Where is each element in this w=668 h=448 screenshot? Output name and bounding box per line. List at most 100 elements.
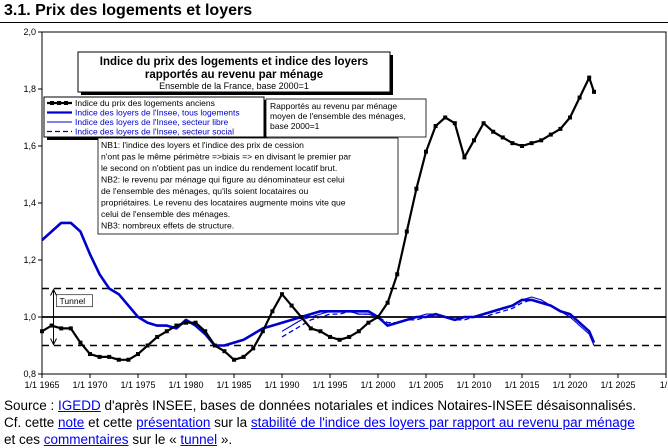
source-description: d'après INSEE, bases de données notarial…	[100, 398, 637, 413]
legend-marker	[64, 101, 68, 105]
comments-link[interactable]: commentaires	[43, 432, 129, 447]
series-point	[270, 309, 275, 314]
chart-title: Indice du prix des logements et indice d…	[100, 56, 368, 68]
source-text-5: et ces	[4, 432, 44, 447]
series-point	[97, 354, 102, 359]
y-tick-label: 0,8	[23, 369, 36, 379]
source-text-7: ».	[217, 432, 233, 447]
series-point	[356, 329, 361, 334]
series-point	[529, 141, 534, 146]
series-point	[78, 340, 83, 345]
series-point	[491, 129, 496, 134]
series-point	[318, 329, 323, 334]
series-point	[184, 320, 188, 325]
series-point	[116, 357, 121, 362]
series-point	[212, 343, 217, 348]
legend-label: Indice des loyers de l'Insee, secteur li…	[75, 117, 229, 127]
tunnel-arrowhead-down	[50, 338, 57, 346]
series-point	[251, 346, 256, 351]
presentation-link[interactable]: présentation	[136, 415, 211, 430]
series-point	[203, 329, 208, 334]
series-point	[452, 121, 457, 126]
note-line: propriétaires. Le revenu des locataires …	[101, 198, 346, 208]
y-tick-label: 2,0	[23, 27, 36, 37]
series-point	[404, 229, 409, 234]
title-box	[77, 51, 391, 93]
series-point	[260, 329, 265, 334]
price-rent-chart: 0,8 1,0 1,2 1,4 1,6 1,8 2,0 1/1 1965 1/1 1970 1/1…	[23, 27, 668, 390]
legend-marker	[57, 101, 61, 105]
series-point	[558, 126, 563, 131]
legend-label: Indice des loyers de l'Insee, tous logem…	[75, 108, 240, 118]
chart-subtitle: Ensemble de la France, base 2000=1	[159, 81, 309, 91]
series-point	[136, 352, 140, 357]
series-point	[385, 300, 390, 305]
source-text: Source : IGEDD d'après INSEE, bases de d…	[4, 397, 666, 448]
x-tick-label: 1/1 1995	[312, 380, 347, 390]
x-tick-label: 1/1 1965	[24, 380, 59, 390]
series-point	[174, 323, 179, 328]
series-point	[145, 343, 150, 348]
series-point	[539, 138, 544, 143]
y-tick-label: 1,4	[23, 198, 36, 208]
series-point	[241, 354, 246, 359]
series-line-3	[281, 299, 595, 343]
side-note-line: base 2000=1	[270, 121, 320, 131]
series-point	[88, 352, 92, 357]
series-point	[433, 124, 438, 129]
series-point	[164, 329, 169, 334]
series-point	[577, 95, 582, 100]
x-tick-label: 1/1	[660, 380, 668, 390]
series-point	[424, 149, 428, 154]
series-point	[510, 141, 515, 146]
y-tick-label: 1,0	[23, 312, 36, 322]
chart-title: rapportés au revenu par ménage	[145, 69, 323, 81]
x-tick-label: 1/1 1990	[264, 380, 299, 390]
series-point	[40, 329, 44, 334]
series-point	[289, 303, 294, 308]
source-text-2: Cf. cette	[4, 415, 59, 430]
igedd-link[interactable]: IGEDD	[58, 398, 101, 413]
source-prefix: Source :	[4, 398, 59, 413]
note-link[interactable]: note	[58, 415, 85, 430]
series-point	[443, 115, 448, 120]
note-line: celui de l'ensemble des ménages.	[101, 209, 230, 219]
series-point	[481, 121, 486, 126]
note-line: le second on n'obtient pas un indice du …	[101, 163, 337, 173]
series-point	[472, 138, 476, 143]
x-tick-label: 1/1 2020	[552, 380, 587, 390]
series-point	[68, 326, 73, 331]
series-point	[520, 144, 524, 148]
source-text-6: sur le «	[128, 432, 181, 447]
series-point	[366, 320, 371, 325]
series-point	[222, 349, 227, 354]
y-tick-label: 1,2	[23, 255, 36, 265]
tunnel-link[interactable]: tunnel	[180, 432, 218, 447]
series-point	[193, 320, 198, 325]
note-line: NB3: nombreux effets de structure.	[101, 221, 234, 231]
series-point	[462, 155, 467, 160]
note-line: de l'ensemble des ménages, qu'ils soient…	[101, 186, 308, 196]
x-tick-label: 1/1 1985	[216, 380, 251, 390]
stability-link[interactable]: stabilité de l'indice des loyers par rap…	[250, 415, 635, 430]
side-note-line: Rapportés au revenu par ménage	[270, 101, 397, 111]
legend-label: Indice du prix des logements anciens	[75, 98, 215, 108]
tunnel-label-box	[56, 294, 93, 308]
series-point	[548, 132, 553, 137]
legend-box	[43, 96, 265, 138]
series-point	[232, 357, 236, 362]
x-tick-label: 1/1 2015	[504, 380, 539, 390]
page-title: 3.1. Prix des logements et loyers	[4, 2, 253, 19]
series-point	[59, 326, 64, 331]
y-tick-label: 1,6	[23, 141, 36, 151]
side-note-box	[265, 98, 427, 138]
series-line-2	[281, 296, 595, 346]
x-tick-label: 1/1 2000	[360, 380, 395, 390]
series-point	[587, 75, 592, 80]
series-point	[280, 292, 284, 297]
series-point	[500, 135, 505, 140]
note-line: NB2: le revenu par ménage qui figure au …	[101, 175, 345, 185]
source-text-3: et cette	[84, 415, 137, 430]
series-point	[592, 89, 596, 94]
series-point	[126, 357, 131, 362]
